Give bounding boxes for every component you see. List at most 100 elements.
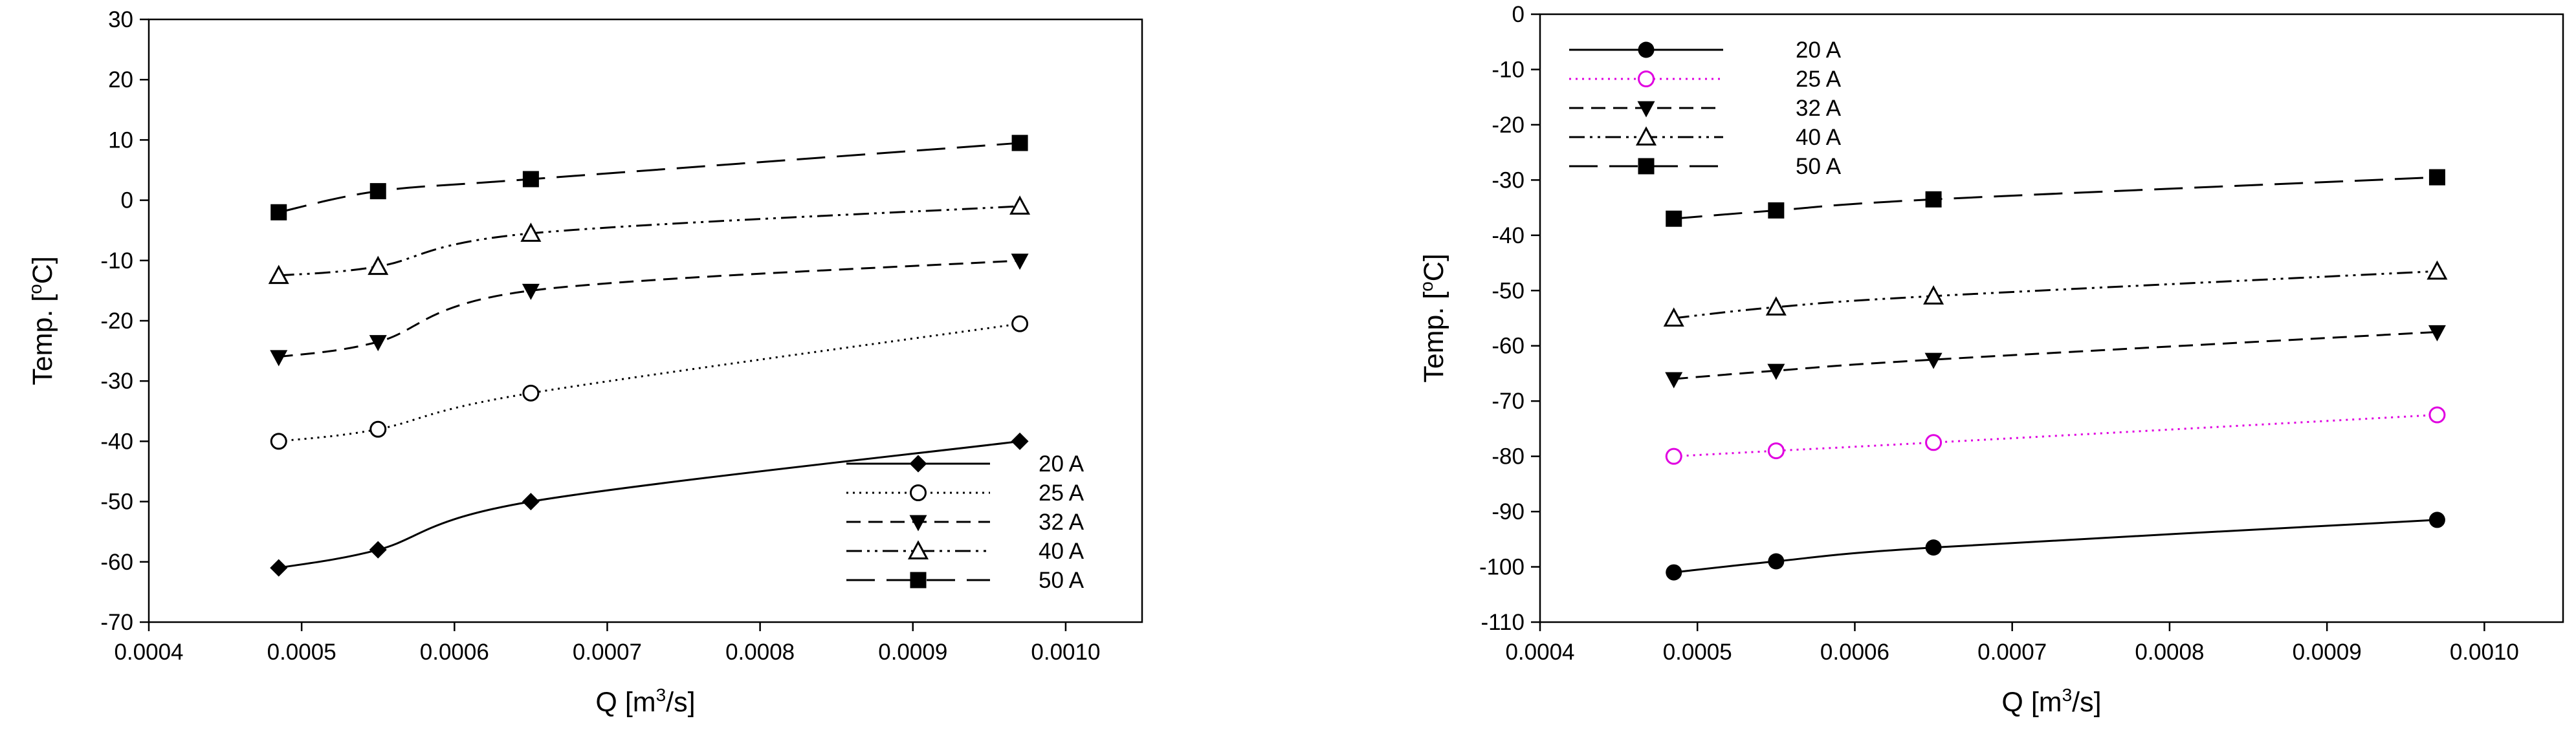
x-tick-label: 0.0006 xyxy=(420,640,489,665)
legend-label: 32 A xyxy=(1039,510,1084,535)
plot-frame xyxy=(148,18,1143,623)
y-tick-label: -110 xyxy=(1481,610,1525,635)
series-line xyxy=(1673,414,2438,458)
data-point xyxy=(369,335,387,352)
y-tick-label: 30 xyxy=(108,7,133,32)
chart-left: -70 -60 -50 -40 -30 -20 -10 0 10 20 30 0.0004 0.0005… xyxy=(25,7,1143,718)
series-line xyxy=(278,259,1020,358)
data-point xyxy=(1011,315,1029,332)
x-tick-label: 0.0007 xyxy=(1977,640,2047,665)
y-axis-label: Temp. [oC] xyxy=(25,256,58,385)
data-point xyxy=(1011,135,1028,151)
series-line xyxy=(278,323,1020,442)
data-point xyxy=(1923,285,1944,305)
x-tick-label: 0.0004 xyxy=(1505,640,1574,665)
data-point xyxy=(1666,564,1682,581)
y-tick-label: -10 xyxy=(100,248,133,274)
legend-label: 40 A xyxy=(1796,125,1842,150)
x-tick-label: 0.0009 xyxy=(878,640,947,665)
data-point xyxy=(1767,442,1785,460)
data-point xyxy=(1665,372,1683,389)
legend-marker xyxy=(1637,101,1655,118)
y-tick-label: -40 xyxy=(100,429,133,454)
y-tick-label: -100 xyxy=(1479,555,1525,580)
data-point xyxy=(1925,434,1943,451)
legend-label: 25 A xyxy=(1796,67,1842,92)
data-point xyxy=(1009,195,1031,215)
series-line xyxy=(1673,176,2438,220)
x-tick-label: 0.0008 xyxy=(725,640,795,665)
chart-right: -110-100-90-80-70-60-50-40-30-20-1000.00… xyxy=(1416,2,2564,718)
y-tick-label: -90 xyxy=(1492,499,1525,524)
legend-label: 50 A xyxy=(1039,568,1084,593)
data-point xyxy=(1011,432,1029,450)
legend-label: 20 A xyxy=(1796,38,1842,63)
x-axis-label: Q [m3/s] xyxy=(2001,685,2101,718)
legend-marker xyxy=(1638,158,1655,175)
x-tick-label: 0.0007 xyxy=(573,640,642,665)
x-tick-label: 0.0006 xyxy=(1820,640,1889,665)
legend-label: 20 A xyxy=(1039,451,1084,477)
data-point xyxy=(1765,296,1787,316)
y-tick-label: -30 xyxy=(1492,167,1525,193)
x-tick-label: 0.0004 xyxy=(114,640,183,665)
legend-marker xyxy=(909,455,927,473)
data-point xyxy=(1011,254,1029,270)
data-point xyxy=(2428,325,2446,341)
y-tick-label: -70 xyxy=(1492,389,1525,414)
legend-label: 25 A xyxy=(1039,480,1084,506)
legend-marker xyxy=(1638,41,1655,58)
data-point xyxy=(1768,553,1785,570)
data-point xyxy=(1768,202,1785,219)
data-point xyxy=(270,204,287,221)
x-tick-label: 0.0005 xyxy=(1663,640,1732,665)
data-point xyxy=(1767,363,1785,380)
data-point xyxy=(270,559,288,577)
data-point xyxy=(1925,191,1942,208)
data-point xyxy=(368,255,389,275)
legend-label: 40 A xyxy=(1039,539,1084,564)
y-tick-label: -50 xyxy=(1492,278,1525,303)
y-tick-label: 0 xyxy=(1512,2,1525,27)
data-point xyxy=(2428,406,2446,424)
legend-label: 32 A xyxy=(1796,96,1842,121)
y-tick-label: -50 xyxy=(100,490,133,515)
data-point xyxy=(2428,512,2445,528)
data-point xyxy=(1924,352,1943,369)
y-tick-label: 20 xyxy=(108,67,133,92)
data-point xyxy=(270,350,288,367)
y-tick-label: -10 xyxy=(1492,57,1525,82)
data-point xyxy=(268,264,289,285)
data-point xyxy=(369,420,387,438)
y-tick-label: 10 xyxy=(108,127,133,153)
legend-marker xyxy=(1638,70,1655,87)
data-point xyxy=(522,283,540,300)
data-point xyxy=(270,433,287,450)
legend-marker xyxy=(910,572,927,588)
data-point xyxy=(1925,539,1942,556)
y-tick-label: -20 xyxy=(1492,113,1525,138)
x-tick-label: 0.0009 xyxy=(2293,640,2362,665)
x-tick-label: 0.0010 xyxy=(2450,640,2519,665)
legend-marker xyxy=(1635,126,1657,146)
data-point xyxy=(2427,260,2448,280)
series-line xyxy=(278,205,1020,277)
series-line xyxy=(1673,270,2438,319)
y-tick-label: -20 xyxy=(100,308,133,334)
data-point xyxy=(369,541,387,559)
y-tick-label: -30 xyxy=(100,369,133,394)
y-tick-label: -60 xyxy=(100,550,133,575)
series-line xyxy=(278,440,1020,569)
data-point xyxy=(1663,307,1684,327)
data-point xyxy=(522,171,539,188)
x-axis-label: Q [m3/s] xyxy=(595,685,695,718)
legend-label: 50 A xyxy=(1796,154,1842,179)
plot-frame xyxy=(1539,13,2564,623)
data-point xyxy=(1666,210,1682,227)
series-line xyxy=(278,142,1020,213)
data-point xyxy=(1665,448,1682,465)
data-point xyxy=(520,222,542,242)
y-tick-label: 0 xyxy=(121,188,133,213)
y-tick-label: -40 xyxy=(1492,223,1525,248)
y-tick-label: -60 xyxy=(1492,334,1525,359)
